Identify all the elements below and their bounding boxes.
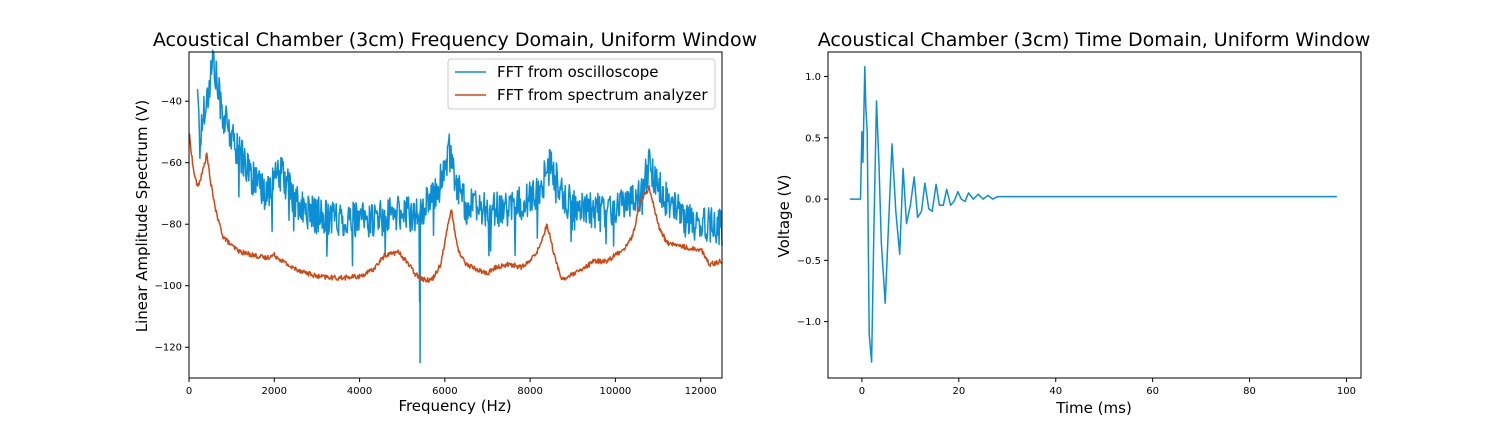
x-tick-label: 4000	[347, 386, 372, 397]
x-tick-label: 8000	[517, 386, 542, 397]
y-tick-label: −80	[161, 220, 182, 231]
y-tick-label: 0.5	[805, 133, 821, 144]
x-tick-label: 20	[952, 386, 965, 397]
legend-label-spectrum-analyzer: FFT from spectrum analyzer	[497, 86, 708, 104]
x-tick-label: 80	[1243, 386, 1256, 397]
y-axis-label: Linear Amplitude Spectrum (V)	[133, 100, 151, 332]
frequency-domain-chart: Acoustical Chamber (3cm) Frequency Domai…	[133, 29, 757, 415]
y-tick-label: −40	[161, 97, 182, 108]
chart-title: Acoustical Chamber (3cm) Time Domain, Un…	[818, 29, 1371, 51]
x-axis-label: Frequency (Hz)	[398, 397, 511, 415]
series-line-voltage	[849, 65, 1337, 363]
legend-frame	[447, 58, 716, 110]
y-tick-label: 0.0	[805, 195, 821, 206]
y-tick-label: −1.0	[797, 317, 821, 328]
y-axis-label: Voltage (V)	[775, 175, 793, 258]
x-tick-label: 100	[1337, 386, 1356, 397]
x-tick-label: 60	[1146, 386, 1159, 397]
series-line-fft-from-oscilloscope	[196, 49, 723, 364]
y-tick-label: −0.5	[797, 256, 821, 267]
x-tick-label: 10000	[599, 386, 631, 397]
x-tick-label: 2000	[262, 386, 287, 397]
time-domain-chart: Acoustical Chamber (3cm) Time Domain, Un…	[775, 29, 1370, 417]
y-tick-label: −60	[161, 158, 182, 169]
x-tick-label: 12000	[685, 386, 717, 397]
x-tick-label: 0	[859, 386, 865, 397]
plot-frame	[827, 51, 1362, 379]
legend-label-oscilloscope: FFT from oscilloscope	[497, 63, 659, 81]
x-tick-label: 40	[1049, 386, 1062, 397]
x-axis-label: Time (ms)	[1055, 399, 1132, 417]
plot-frame	[188, 51, 723, 379]
x-tick-label: 6000	[432, 386, 457, 397]
y-tick-label: −120	[155, 343, 182, 354]
series-line-fft-from-spectrum-analyzer	[188, 132, 723, 283]
y-tick-label: 1.0	[805, 72, 821, 83]
legend: FFT from oscilloscope FFT from spectrum …	[447, 58, 716, 110]
y-tick-label: −100	[155, 281, 182, 292]
chart-title: Acoustical Chamber (3cm) Frequency Domai…	[153, 29, 757, 51]
x-tick-label: 0	[186, 386, 192, 397]
